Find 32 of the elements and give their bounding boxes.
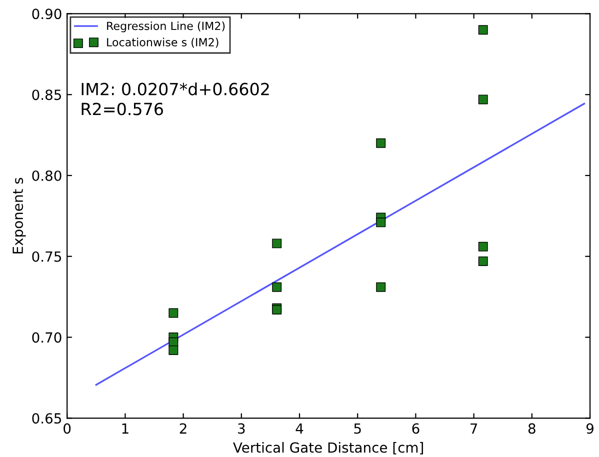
y-tick-label: 0.85: [32, 90, 62, 100]
y-tick-label: 0.90: [32, 8, 62, 20]
x-tick-label: 7: [470, 423, 478, 434]
x-axis-title: Vertical Gate Distance [cm]: [233, 442, 423, 454]
legend-label: Regression Line (IM2): [107, 21, 225, 32]
point: [478, 256, 488, 266]
annotation: IM2: 0.0207*d+0.6602 R2=0.576: [82, 82, 269, 116]
x-tick-label: 1: [122, 423, 128, 434]
point: [478, 25, 488, 35]
y-tick-label: 0.75: [32, 251, 62, 262]
y-tick-label: 0.80: [32, 170, 62, 181]
y-tick-label: 0.65: [32, 413, 62, 424]
y-axis-title: Exponent s: [12, 178, 26, 254]
point: [478, 242, 488, 252]
point: [376, 218, 386, 228]
x-tick-label: 0: [64, 423, 71, 434]
x-tick-label: 9: [586, 423, 594, 434]
point: [272, 238, 282, 248]
point: [168, 308, 178, 318]
x-tick-label: 5: [354, 423, 361, 434]
y-tick-label: 0.70: [32, 332, 62, 343]
point: [376, 282, 386, 292]
point: [272, 282, 282, 292]
x-tick-label: 6: [412, 423, 420, 434]
x-tick-label: 3: [238, 423, 245, 434]
x-tick-label: 4: [296, 423, 304, 434]
point: [168, 345, 178, 355]
x-tick-label: 2: [180, 423, 186, 434]
point: [478, 94, 488, 104]
legend-label: Locationwise s (IM2): [107, 38, 218, 48]
x-tick-label: 8: [528, 423, 536, 434]
point: [376, 138, 386, 148]
